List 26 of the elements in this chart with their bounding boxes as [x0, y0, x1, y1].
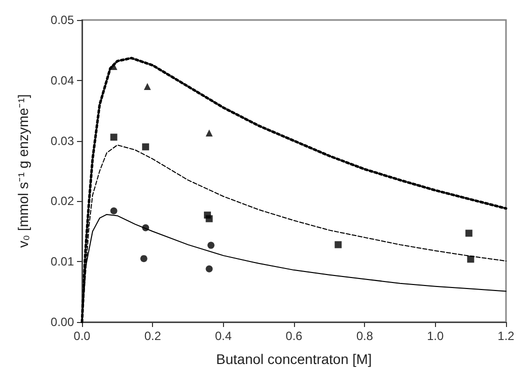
point — [140, 255, 148, 262]
x-axis-title: Butanol concentraton [M] — [216, 351, 372, 367]
point — [207, 242, 214, 249]
point — [110, 207, 118, 214]
point — [206, 265, 213, 272]
y-tick-label: 0.05 — [50, 13, 74, 27]
y-tick-label: 0.03 — [50, 134, 74, 148]
y-tick-label: 0.02 — [50, 194, 74, 208]
x-tick-label: 0.2 — [144, 329, 162, 343]
y-tick-label: 0.00 — [50, 315, 74, 329]
point — [206, 215, 213, 222]
point — [334, 241, 342, 248]
y-tick-label: 0.01 — [50, 254, 74, 269]
x-tick-label: 1.2 — [498, 329, 515, 343]
point — [465, 230, 472, 237]
point — [142, 143, 150, 150]
point — [144, 82, 151, 90]
point — [206, 129, 213, 136]
x-tick-label: 0.8 — [356, 329, 374, 343]
x-tick-label: 0.4 — [214, 329, 232, 343]
point — [110, 134, 118, 141]
x-tick-label: 0.6 — [286, 329, 303, 343]
x-tick-label: 0.0 — [74, 329, 91, 343]
y-axis-title: v₀ [mmol s⁻¹ g enzyme⁻¹] — [15, 94, 31, 248]
x-tick-label: 1.0 — [426, 329, 444, 343]
y-tick-label: 0.04 — [50, 73, 74, 88]
